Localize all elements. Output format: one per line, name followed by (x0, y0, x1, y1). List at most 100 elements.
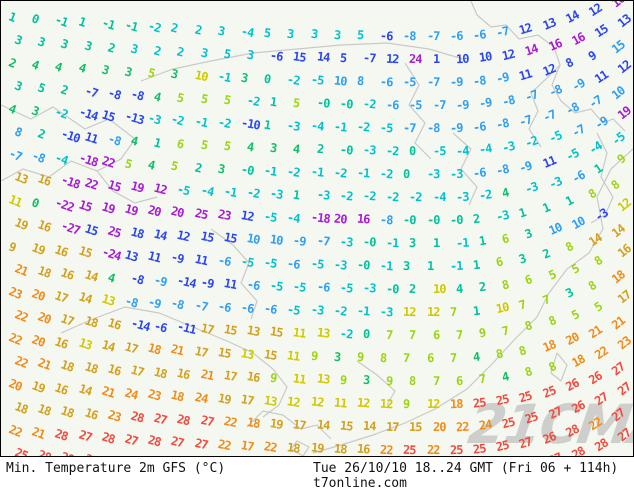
temp-value: 11 (222, 276, 238, 293)
temp-value: 2 (315, 142, 324, 157)
temp-value: -2 (245, 185, 261, 202)
temp-value: 16 (53, 379, 70, 398)
temp-value: 15 (100, 107, 117, 125)
temp-value: 15 (263, 346, 278, 363)
temp-value: -1 (263, 162, 278, 179)
temp-value: 3 (523, 226, 534, 243)
temp-value: 11 (286, 347, 301, 364)
temp-value: 5 (199, 137, 209, 153)
temp-value: 25 (193, 205, 209, 222)
temp-value: 25 (540, 382, 558, 401)
temp-value: 8 (500, 276, 510, 293)
temp-value: -1 (193, 113, 209, 130)
temp-value: 13 (100, 291, 117, 309)
temp-value: 25 (517, 388, 534, 406)
temp-value: 16 (36, 171, 53, 189)
temp-value: 12 (615, 196, 634, 215)
temp-value: 16 (615, 242, 634, 261)
temp-value: -4 (478, 141, 493, 158)
temp-value: 9 (356, 350, 364, 365)
temp-value: 0 (29, 11, 41, 27)
temp-value: -0 (426, 212, 440, 228)
temp-value: 21 (12, 261, 30, 280)
temp-value: 5 (123, 156, 134, 172)
temp-value: 18 (540, 336, 558, 355)
temp-value: 19 (216, 390, 232, 407)
temp-value: 13 (315, 371, 330, 388)
weather-map: 21CMA 1 0 -1 1 -1 -1 -2 2 2 3 -4 5 3 3 3 5 -6 -8 -7 -6 -6 -7 1… (0, 0, 634, 457)
temp-value: 4 (53, 58, 64, 75)
temp-value: 1 (562, 193, 575, 210)
temp-value: 11 (592, 67, 611, 86)
temp-value: 21 (36, 355, 53, 373)
temp-value: -0 (403, 212, 417, 228)
temp-value: 9 (478, 325, 487, 341)
temp-value: 10 (269, 232, 284, 248)
temp-value: 18 (12, 399, 30, 418)
temp-value: 16 (175, 365, 192, 383)
temp-value: 8 (546, 313, 558, 329)
temp-value: -9 (146, 294, 163, 312)
temp-value: 10 (193, 67, 209, 84)
map-borders (1, 1, 633, 456)
temp-value: 9 (339, 372, 347, 388)
temp-value: -2 (385, 143, 399, 158)
temp-value: 4 (76, 60, 87, 77)
temp-value: 3 (12, 78, 24, 94)
temp-value: -6 (239, 299, 255, 316)
temp-value: -5 (239, 253, 255, 270)
temp-value: 16 (36, 217, 53, 235)
temp-value: -5 (286, 301, 301, 318)
temp-value: 8 (591, 253, 605, 269)
temp-value: 9 (309, 348, 318, 364)
temp-value: 20 (432, 419, 446, 435)
temp-value: -2 (146, 18, 163, 36)
temp-value: -1 (123, 17, 140, 35)
temp-value: 28 (36, 447, 53, 457)
temp-value: 12 (586, 0, 605, 20)
temp-value: -6 (379, 74, 393, 89)
temp-value: 16 (546, 36, 564, 55)
temp-value: 27 (592, 389, 611, 408)
temp-value: 27 (609, 405, 628, 425)
temp-value: 15 (216, 344, 232, 361)
temp-value: 25 (403, 442, 417, 457)
temp-value: 8 (562, 239, 575, 256)
temp-value: 5 (546, 267, 558, 283)
temp-value: 13 (615, 12, 634, 31)
temp-value: -5 (609, 129, 628, 149)
temp-value: 10 (609, 83, 628, 103)
temp-value: -5 (403, 74, 417, 90)
temp-value: 17 (292, 416, 307, 433)
temp-value: -9 (449, 74, 463, 90)
temp-value: 18 (333, 441, 347, 457)
temp-value: -2 (478, 187, 493, 204)
temp-value: 12 (517, 20, 534, 38)
temp-value: 16 (106, 315, 122, 333)
temp-value: -3 (379, 304, 393, 319)
temp-value: 10 (569, 213, 587, 232)
temp-value: 7 (409, 327, 416, 342)
temp-value: 18 (609, 267, 628, 287)
temp-value: 28 (569, 443, 587, 457)
temp-value: 27 (199, 412, 215, 430)
temp-value: 3 (82, 38, 93, 54)
temp-value: 28 (146, 432, 163, 450)
temp-value: -7 (569, 121, 587, 140)
temp-value: -5 (269, 278, 284, 294)
temp-value: 22 (379, 442, 393, 457)
temp-value: 18 (59, 403, 76, 421)
temp-value: -5 (263, 208, 278, 225)
temp-value: -8 (494, 162, 510, 179)
temp-value: 22 (6, 329, 24, 348)
temp-value: 21 (199, 366, 215, 384)
temp-value: 19 (269, 416, 284, 432)
temp-value: 7 (455, 327, 463, 342)
temp-value: 6 (500, 230, 510, 247)
temp-value: 11 (540, 152, 558, 171)
temp-value: 20 (30, 286, 47, 304)
temp-value: 0 (263, 71, 272, 87)
temp-value: -2 (362, 96, 376, 112)
temp-value: -6 (472, 119, 487, 135)
temp-value: 28 (100, 429, 117, 447)
